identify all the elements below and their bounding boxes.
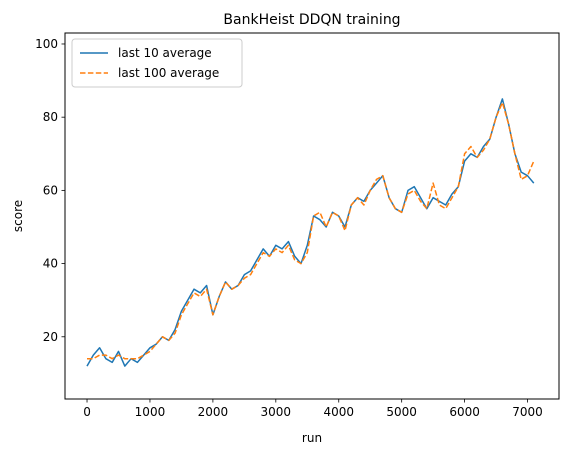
y-axis-ticks: 20 40 60 80 100 [35, 37, 65, 344]
y-tick-label: 20 [43, 330, 58, 344]
legend: last 10 average last 100 average [71, 38, 243, 88]
legend-label-2: last 100 average [118, 66, 219, 80]
legend-box [71, 38, 243, 88]
x-axis-label: run [302, 431, 322, 445]
y-tick-label: 40 [43, 257, 58, 271]
y-tick-label: 60 [43, 183, 58, 197]
x-tick-label: 1000 [135, 405, 166, 419]
series-line-2 [87, 101, 535, 360]
plot-lines [86, 98, 535, 367]
x-tick-label: 0 [83, 405, 91, 419]
plot-frame [64, 32, 560, 400]
x-tick-label: 7000 [512, 405, 543, 419]
x-tick-label: 5000 [386, 405, 417, 419]
y-axis-label: score [11, 200, 25, 232]
x-axis-ticks: 0 1000 2000 3000 4000 5000 6000 7000 [83, 399, 543, 419]
x-tick-label: 3000 [261, 405, 292, 419]
chart-title: BankHeist DDQN training [223, 12, 400, 28]
legend-label-1: last 10 average [118, 46, 212, 60]
y-tick-label: 80 [43, 110, 58, 124]
y-tick-label: 100 [35, 37, 58, 51]
x-tick-label: 4000 [323, 405, 354, 419]
series-line-1 [86, 98, 535, 367]
x-tick-label: 6000 [449, 405, 480, 419]
x-tick-label: 2000 [198, 405, 229, 419]
